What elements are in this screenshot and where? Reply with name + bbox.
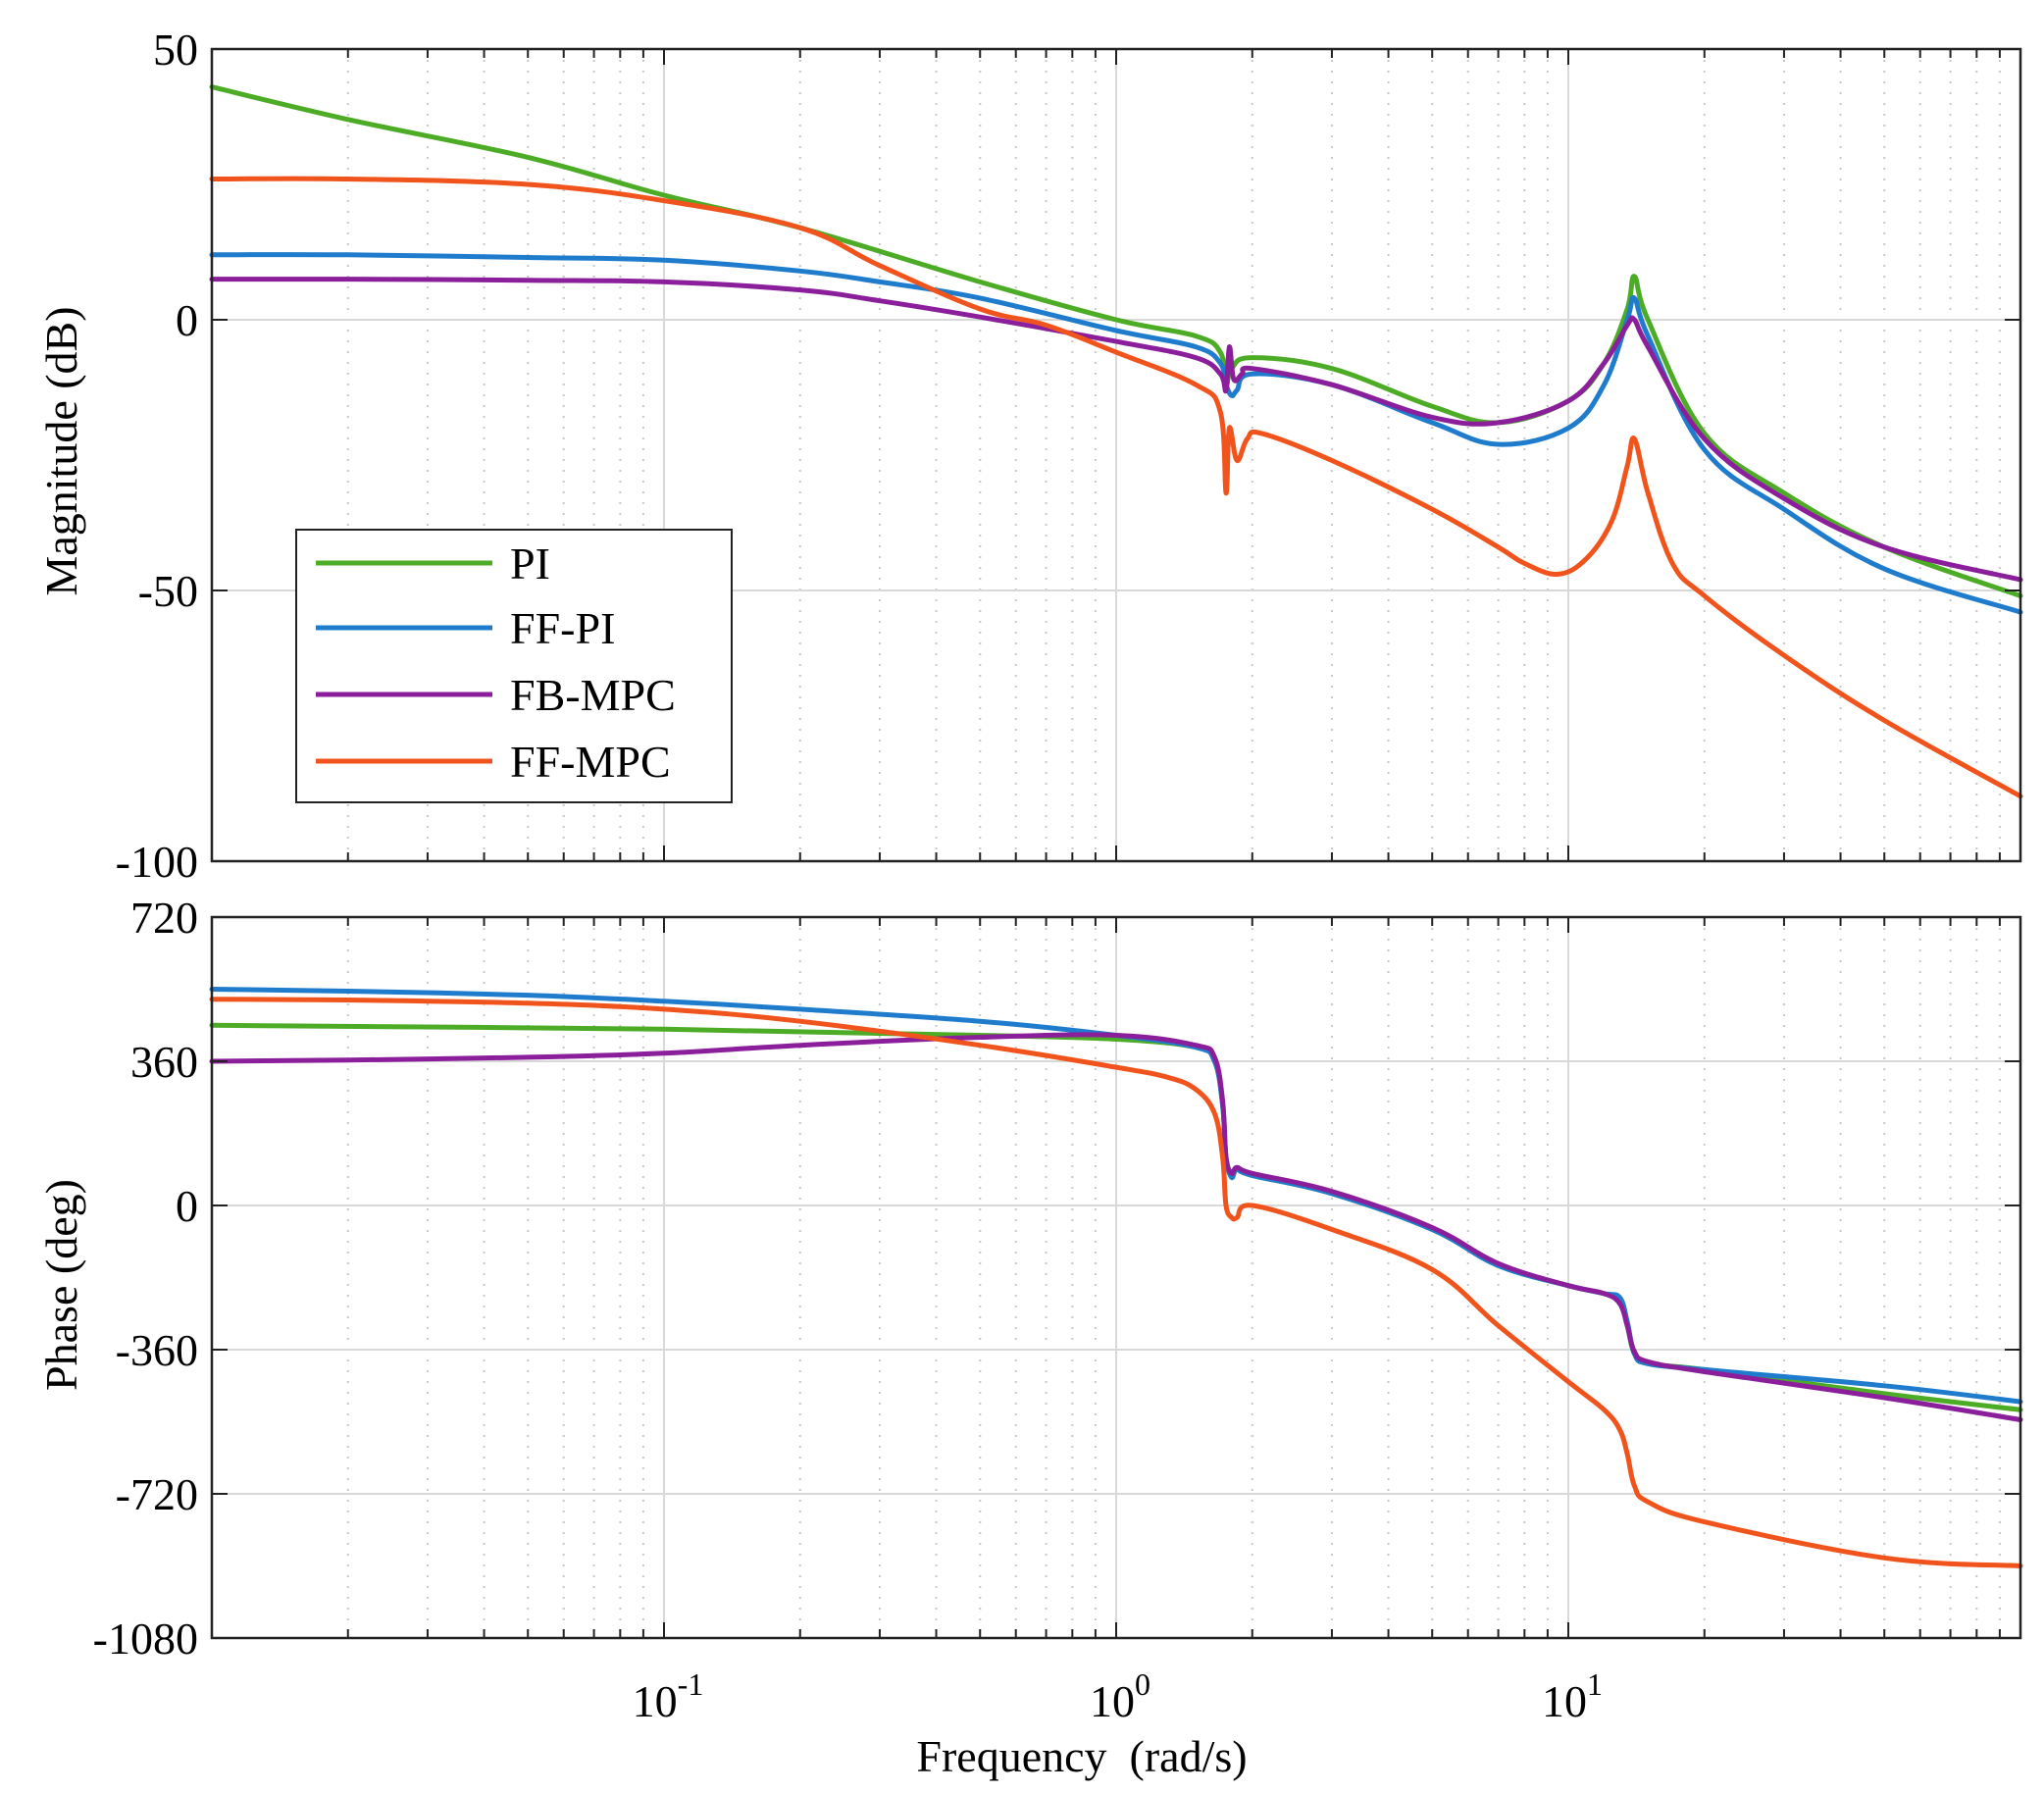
legend-label-ff-mpc: FF-MPC [510, 737, 671, 787]
legend-label-fb-mpc: FB-MPC [510, 670, 676, 720]
y-tick-label: 0 [176, 295, 198, 345]
magnitude-series-fb-mpc [209, 277, 2023, 583]
y-tick-label: 360 [130, 1037, 198, 1087]
x-tick-label: 10-1 [633, 1666, 704, 1726]
y-tick-label: -50 [138, 566, 198, 616]
phase-ticks [211, 916, 2020, 1639]
y-tick-label: 50 [153, 25, 198, 75]
y-tick-label: -1080 [93, 1614, 198, 1664]
magnitude-panel: 50 0 -50 -100 Magnitude (dB) PI FF-PI FB-MP… [36, 25, 2023, 887]
phase-y-axis-label: Phase (deg) [36, 1179, 86, 1391]
x-tick-label: 101 [1542, 1666, 1603, 1726]
phase-series-ff-mpc [209, 997, 2023, 1568]
magnitude-series-pi [209, 84, 2023, 598]
y-tick-label: 0 [176, 1181, 198, 1231]
phase-x-tick-labels: 10-1 100 101 [633, 1666, 1603, 1726]
magnitude-series-ff-mpc [209, 176, 2023, 799]
y-tick-label: -360 [116, 1325, 198, 1375]
legend-box [295, 529, 733, 803]
y-tick-label: -720 [116, 1469, 198, 1519]
magnitude-y-tick-labels: 50 0 -50 -100 [116, 25, 198, 887]
phase-panel: 720 360 0 -360 -720 -1080 10-1 100 101 Phase (d… [36, 893, 2023, 1781]
y-tick-label: -100 [116, 837, 198, 887]
x-tick-label: 100 [1090, 1666, 1150, 1726]
y-tick-label: 720 [130, 893, 198, 943]
phase-series-fb-mpc [209, 1032, 2023, 1422]
magnitude-y-axis-label: Magnitude (dB) [36, 306, 86, 595]
legend: PI FF-PI FB-MPC FF-MPC [295, 529, 733, 803]
phase-lines [209, 987, 2023, 1568]
magnitude-ticks [211, 48, 2020, 862]
magnitude-lines [209, 84, 2023, 799]
phase-y-tick-labels: 720 360 0 -360 -720 -1080 [93, 893, 198, 1664]
legend-label-ff-pi: FF-PI [510, 603, 615, 653]
legend-label-pi: PI [510, 538, 550, 589]
x-axis-label: Frequency (rad/s) [916, 1731, 1247, 1781]
